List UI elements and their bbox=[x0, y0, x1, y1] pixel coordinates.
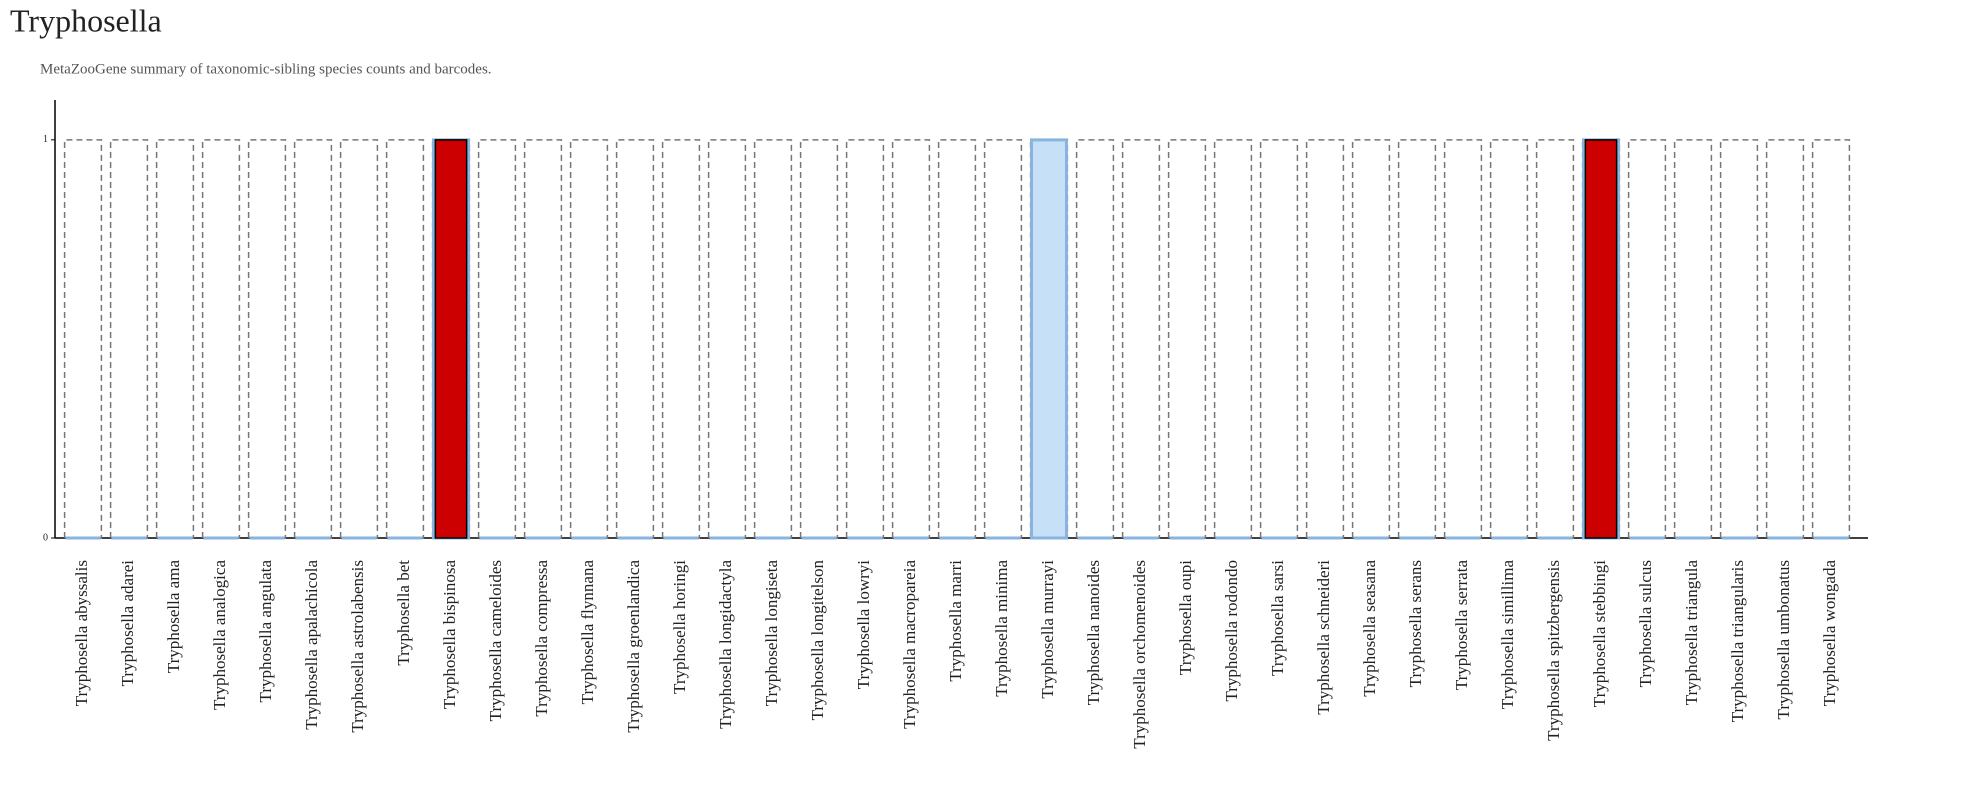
bar bbox=[1397, 139, 1437, 539]
x-tick-label: Tryphosella groenlandica bbox=[624, 560, 643, 733]
bar bbox=[247, 139, 287, 539]
x-tick-label: Tryphosella longidactyla bbox=[716, 560, 735, 729]
x-tick-label: Tryphosella oupi bbox=[1176, 560, 1195, 675]
bar bbox=[799, 139, 839, 539]
x-tick-label: Tryphosella seasana bbox=[1360, 560, 1379, 697]
bar bbox=[109, 139, 149, 539]
bar bbox=[523, 139, 563, 539]
x-tick-label: Tryphosella simillima bbox=[1498, 560, 1517, 710]
bar bbox=[1673, 139, 1713, 539]
x-tick-label: Tryphosella umbonatus bbox=[1774, 560, 1793, 719]
bar bbox=[1443, 139, 1483, 539]
bar bbox=[1121, 139, 1161, 539]
bar bbox=[477, 139, 517, 539]
x-tick-label: Tryphosella bet bbox=[394, 560, 413, 666]
x-tick-label: Tryphosella angulata bbox=[256, 560, 275, 703]
bar bbox=[63, 139, 103, 539]
x-tick-label: Tryphosella lowryi bbox=[854, 560, 873, 690]
bar bbox=[293, 139, 333, 539]
bar bbox=[891, 139, 931, 539]
x-tick-label: Tryphosella sulcus bbox=[1636, 560, 1655, 687]
bar bbox=[1030, 138, 1068, 540]
x-tick-label: Tryphosella ama bbox=[164, 560, 183, 674]
bar bbox=[1765, 139, 1805, 539]
bar bbox=[1584, 139, 1618, 539]
bar bbox=[1489, 139, 1529, 539]
chart-title: Tryphosella bbox=[10, 2, 162, 38]
bar bbox=[707, 139, 747, 539]
x-tick-label: Tryphosella bispinosa bbox=[440, 560, 459, 710]
bar bbox=[155, 139, 195, 539]
bar bbox=[385, 139, 425, 539]
bar bbox=[339, 139, 379, 539]
chart-subtitle: MetaZooGene summary of taxonomic-sibling… bbox=[40, 61, 492, 77]
x-tick-label: Tryphosella marri bbox=[946, 560, 965, 682]
y-tick-label: 0 bbox=[43, 532, 48, 543]
x-tick-label: Tryphosella spitzbergensis bbox=[1544, 560, 1563, 741]
bar bbox=[569, 139, 609, 539]
x-tick-label: Tryphosella compressa bbox=[532, 560, 551, 717]
bar bbox=[1213, 139, 1253, 539]
bar bbox=[1259, 139, 1299, 539]
x-tick-label: Tryphosella triangularis bbox=[1728, 560, 1747, 722]
bar bbox=[983, 139, 1023, 539]
bar bbox=[434, 139, 468, 539]
x-tick-label: Tryphosella cameloides bbox=[486, 560, 505, 721]
x-tick-label: Tryphosella serans bbox=[1406, 560, 1425, 687]
x-tick-label: Tryphosella murrayi bbox=[1038, 560, 1057, 699]
bar bbox=[1535, 139, 1575, 539]
bar bbox=[1305, 139, 1345, 539]
x-tick-label: Tryphosella wongada bbox=[1820, 560, 1839, 707]
bar bbox=[615, 139, 655, 539]
bar bbox=[1627, 139, 1667, 539]
x-tick-label: Tryphosella orchomenoides bbox=[1130, 560, 1149, 749]
x-tick-label: Tryphosella flynnana bbox=[578, 560, 597, 705]
x-tick-label: Tryphosella horingi bbox=[670, 560, 689, 694]
bar bbox=[1075, 139, 1115, 539]
x-tick-label: Tryphosella apalachicola bbox=[302, 560, 321, 730]
bar bbox=[1167, 139, 1207, 539]
x-tick-label: Tryphosella macropareia bbox=[900, 560, 919, 729]
x-tick-label: Tryphosella longitelson bbox=[808, 560, 827, 721]
x-tick-label: Tryphosella longiseta bbox=[762, 560, 781, 707]
x-tick-label: Tryphosella stebbingi bbox=[1590, 560, 1609, 707]
bar bbox=[201, 139, 241, 539]
x-tick-label: Tryphosella rodondo bbox=[1222, 560, 1241, 702]
bar bbox=[1351, 139, 1391, 539]
x-tick-label: Tryphosella adarei bbox=[118, 560, 137, 687]
x-tick-label: Tryphosella schneideri bbox=[1314, 560, 1333, 715]
bar bbox=[1719, 139, 1759, 539]
x-tick-label: Tryphosella serrata bbox=[1452, 560, 1471, 691]
x-tick-label: Tryphosella triangula bbox=[1682, 560, 1701, 706]
x-tick-label: Tryphosella astrolabensis bbox=[348, 560, 367, 733]
bar bbox=[845, 139, 885, 539]
bar bbox=[661, 139, 701, 539]
y-tick-label: 1 bbox=[43, 134, 48, 145]
bar bbox=[1811, 139, 1851, 539]
x-tick-label: Tryphosella nanoides bbox=[1084, 560, 1103, 705]
x-tick-label: Tryphosella abyssalis bbox=[72, 560, 91, 706]
x-tick-label: Tryphosella analogica bbox=[210, 560, 229, 710]
bar bbox=[753, 139, 793, 539]
x-tick-label: Tryphosella sarsi bbox=[1268, 560, 1287, 676]
x-tick-label: Tryphosella minima bbox=[992, 560, 1011, 697]
bar bbox=[937, 139, 977, 539]
